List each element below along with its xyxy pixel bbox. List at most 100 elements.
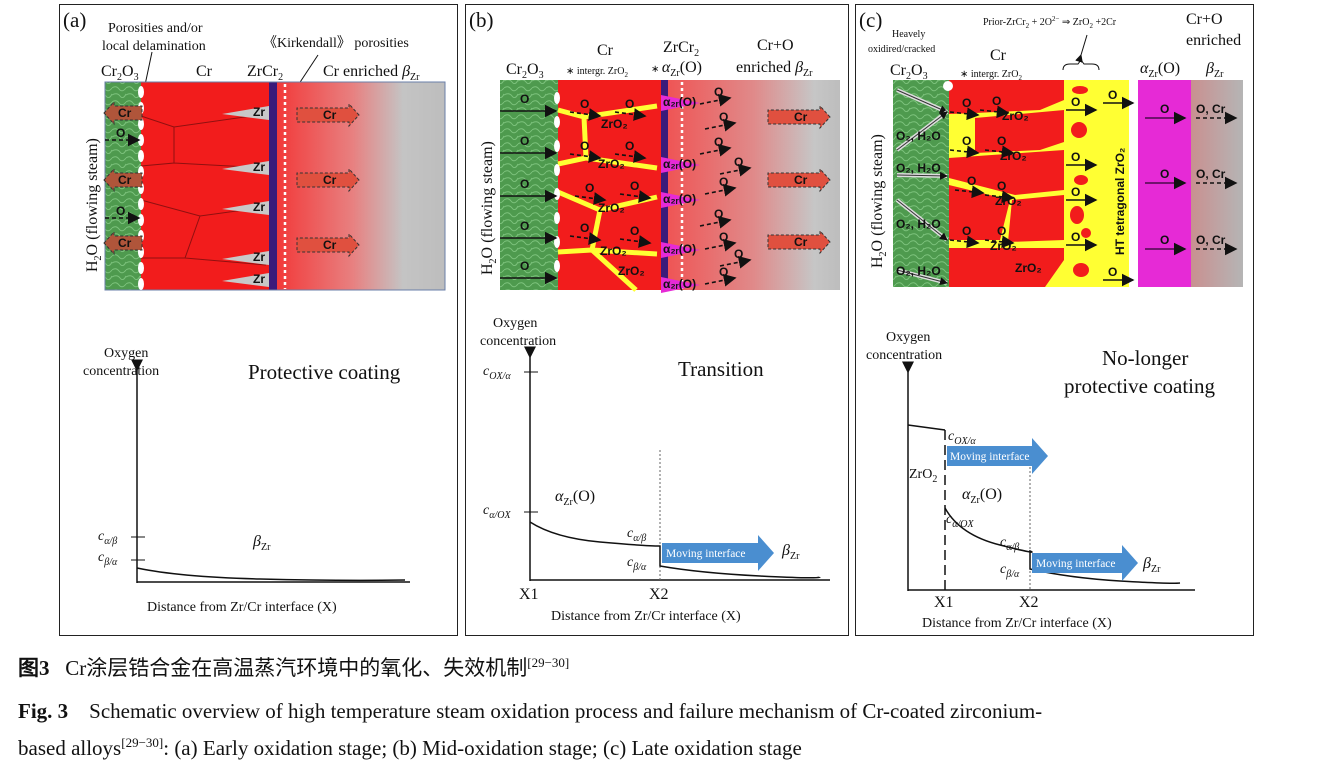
- o-label: O: [734, 247, 743, 261]
- porosity: [943, 81, 953, 91]
- cr2o3-label: Cr2O3: [101, 63, 139, 83]
- o-label: O: [719, 230, 728, 244]
- oxygen-axis-label: Oxygen: [104, 346, 148, 361]
- zro2-label: ZrO₂: [1015, 261, 1042, 275]
- o-label: O: [116, 204, 125, 218]
- porosity: [554, 92, 560, 104]
- cr-remnant-particle: [1071, 122, 1087, 138]
- oxygen-diffusion-arrow: [699, 215, 732, 229]
- zr-label: Zr: [253, 105, 265, 119]
- porosity: [554, 212, 560, 224]
- panel-a-schematic-border: [104, 81, 446, 291]
- zr-label: Zr: [253, 250, 265, 264]
- concentration-axis-label: concentration: [83, 364, 159, 379]
- crack-arrow: [896, 111, 948, 151]
- o-label: O: [719, 175, 728, 189]
- stage-title-2: protective coating: [1064, 374, 1216, 398]
- o-label: O: [967, 174, 976, 188]
- intergr-zro2-label: ∗ intergr. ZrO2: [566, 66, 628, 79]
- alpha-zr-o-label: α₂ᵣ(O): [663, 192, 696, 206]
- cr2o3-label: Cr2O3: [506, 61, 544, 81]
- c-ox-alpha-label: cOX/α: [948, 429, 976, 447]
- o-label: O: [1071, 230, 1080, 244]
- alpha-zr-o-wedge: [661, 95, 700, 111]
- zro2-label: ZrO2: [909, 467, 937, 485]
- oxygen-diffusion-arrow: [704, 238, 737, 252]
- o-label: O: [1108, 265, 1117, 279]
- x2-label: X2: [1019, 594, 1039, 611]
- zr-wedge: [222, 201, 269, 215]
- cr-grains: [949, 80, 1064, 287]
- porosity: [138, 198, 144, 210]
- caption-english-line-1: Fig. 3 Schematic overview of high temper…: [18, 699, 1042, 724]
- c-ox-alpha-label: cOX/α: [483, 364, 511, 382]
- panel-b-frame: [465, 4, 849, 636]
- o-label: O: [1160, 233, 1169, 247]
- ht-tetragonal-zro2-label: HT tetragonal ZrO₂: [1113, 148, 1127, 255]
- beta-zr-label: βZr: [1142, 555, 1161, 575]
- cr-arrow-label: Cr: [794, 110, 808, 124]
- cr-arrow-label: Cr: [794, 173, 808, 187]
- steam-label: H2O (flowing steam): [84, 138, 104, 272]
- o-label: O: [962, 224, 971, 238]
- zr-wedge: [222, 106, 269, 120]
- moving-interface-arrow: [1032, 545, 1138, 581]
- cr-inward-arrow: [767, 229, 831, 255]
- cr-outward-arrow: [103, 230, 143, 256]
- porosity: [138, 278, 144, 290]
- o-label: O: [580, 97, 589, 111]
- o-label: O: [997, 224, 1006, 238]
- o2-h2o-label: O₂, H₂O: [896, 161, 941, 175]
- intergranular-zro2: [557, 103, 658, 292]
- alpha-zr-o-label: αZr(O): [555, 488, 595, 508]
- oxygen-diffusion-arrow: [704, 273, 737, 287]
- oxygen-diffusion-arrow: [569, 150, 602, 163]
- oxygen-diffusion-arrow: [699, 93, 732, 107]
- zro2-label: ZrO₂: [1002, 109, 1029, 123]
- o-cr-label: O, Cr: [1196, 233, 1226, 247]
- porosity: [554, 260, 560, 272]
- x-axis-label: Distance from Zr/Cr interface (X): [147, 600, 337, 615]
- oxygen-diffusion-arrow: [619, 235, 652, 248]
- o2-h2o-label: O₂, H₂O: [896, 217, 941, 231]
- crack-arrow: [896, 171, 948, 180]
- o-label: O: [625, 139, 634, 153]
- o-label: O: [997, 134, 1006, 148]
- zr-wedge: [222, 161, 269, 175]
- kirkendall-label: 《Kirkendall》 porosities: [263, 35, 409, 51]
- oxygen-diffusion-arrow: [949, 235, 980, 249]
- beta-zr-label: βZr: [252, 533, 271, 553]
- zro2-label: ZrO₂: [598, 201, 625, 215]
- cr-inward-arrow: [296, 102, 360, 128]
- panel-c: (c) Heavely oxidired/cracked Cr2O3 Cr ∗ …: [859, 8, 1243, 631]
- zro2-label: ZrO₂: [990, 239, 1017, 253]
- panel-b-tag: (b): [469, 8, 494, 32]
- panel-c-tag: (c): [859, 8, 882, 32]
- o-label: O: [580, 139, 589, 153]
- o-label: O: [1071, 185, 1080, 199]
- panel-a: (a) Porosities and/or local delamination…: [63, 8, 446, 615]
- o-label: O: [520, 219, 529, 233]
- cr-label: Cr: [196, 63, 213, 80]
- zr-label: Zr: [253, 272, 265, 286]
- brace: [1062, 59, 1100, 71]
- zro2-label: ZrO₂: [598, 157, 625, 171]
- zro2-label: ZrO₂: [600, 244, 627, 258]
- alpha-zr-o-wedge: [661, 157, 700, 173]
- stage-title: Protective coating: [248, 360, 401, 384]
- zr-label: Zr: [253, 200, 265, 214]
- porosity: [138, 214, 144, 226]
- cr-arrow-label: Cr: [794, 235, 808, 249]
- caption-english-line-2: based alloys[29−30]: (a) Early oxidation…: [18, 735, 802, 761]
- cr-arrow-label: Cr: [323, 238, 337, 252]
- o-label: O: [1108, 88, 1117, 102]
- caption-en-label: Fig. 3: [18, 699, 69, 723]
- oxygen-diffusion-arrow: [719, 163, 752, 177]
- cr-arrow-label: Cr: [118, 236, 132, 250]
- cr-remnant-particle: [1070, 206, 1084, 224]
- c-beta-alpha-label: cβ/α: [1000, 562, 1020, 580]
- caption-cn-label: 图3: [18, 656, 50, 680]
- oxygen-diffusion-arrow: [984, 235, 1015, 249]
- crack-arrow: [896, 199, 948, 241]
- oxidired-cracked-label: oxidired/cracked: [868, 44, 935, 55]
